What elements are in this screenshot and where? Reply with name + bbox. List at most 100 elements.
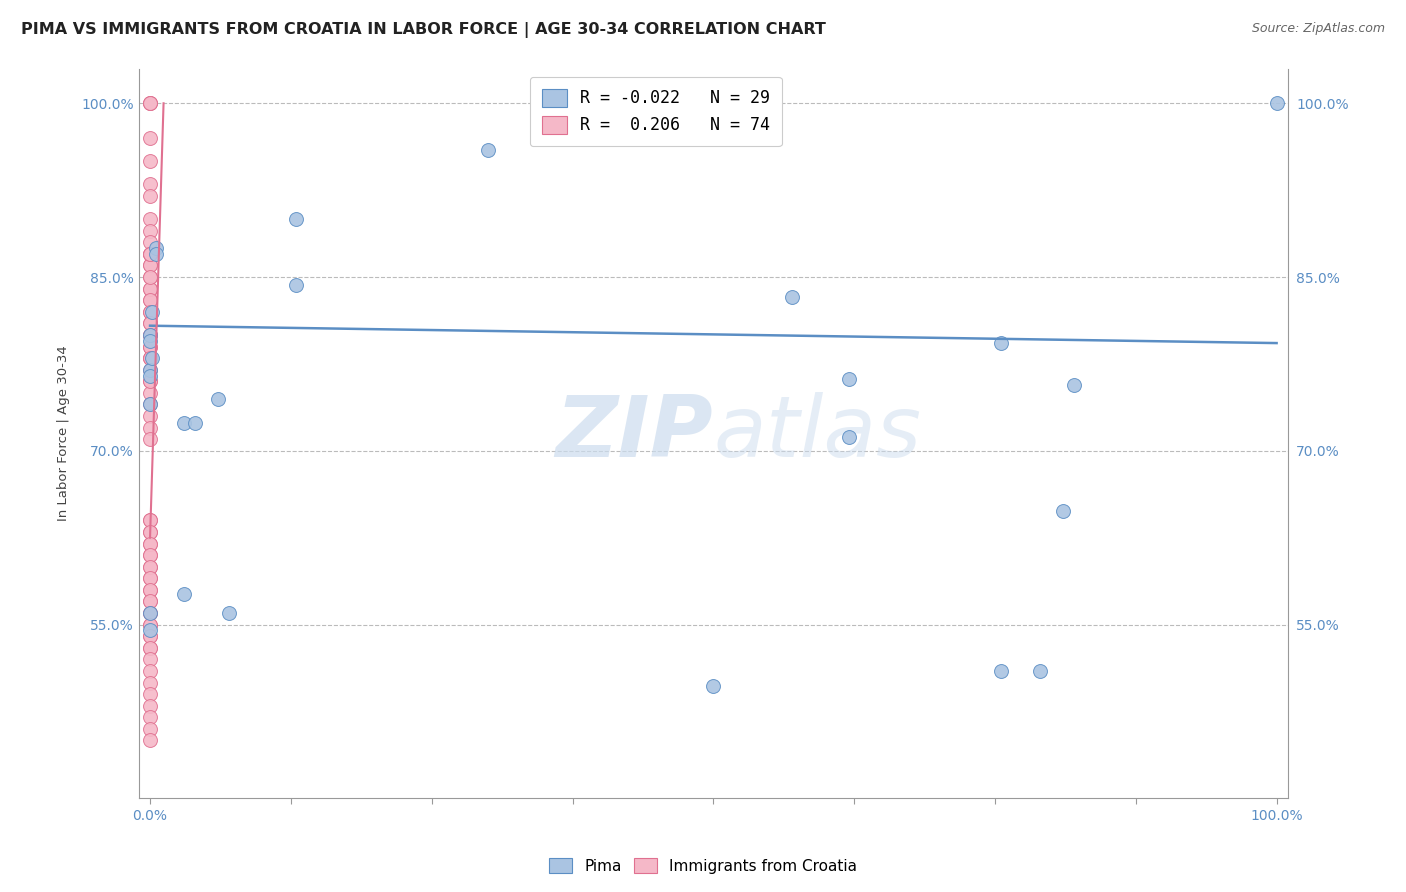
Point bbox=[1265, 96, 1288, 111]
Point bbox=[139, 259, 162, 273]
Point bbox=[139, 374, 162, 388]
Point bbox=[145, 241, 167, 255]
Point bbox=[173, 416, 195, 430]
Point bbox=[139, 536, 162, 550]
Point bbox=[139, 733, 162, 747]
Point bbox=[139, 606, 162, 620]
Point bbox=[139, 96, 162, 111]
Point bbox=[139, 559, 162, 574]
Point bbox=[477, 143, 499, 157]
Y-axis label: In Labor Force | Age 30-34: In Labor Force | Age 30-34 bbox=[58, 345, 70, 521]
Point bbox=[139, 420, 162, 434]
Point bbox=[1052, 504, 1074, 518]
Point bbox=[139, 629, 162, 643]
Point bbox=[139, 652, 162, 666]
Point bbox=[139, 640, 162, 655]
Point bbox=[139, 606, 162, 620]
Point bbox=[139, 212, 162, 227]
Point bbox=[139, 328, 162, 343]
Point bbox=[285, 278, 308, 293]
Point bbox=[139, 351, 162, 366]
Point bbox=[139, 317, 162, 331]
Point bbox=[139, 293, 162, 308]
Point bbox=[837, 372, 859, 386]
Point bbox=[139, 334, 162, 348]
Point bbox=[139, 594, 162, 608]
Text: Source: ZipAtlas.com: Source: ZipAtlas.com bbox=[1251, 22, 1385, 36]
Point bbox=[139, 282, 162, 296]
Point bbox=[139, 722, 162, 736]
Point bbox=[139, 594, 162, 608]
Point bbox=[145, 247, 167, 261]
Point bbox=[139, 524, 162, 539]
Point bbox=[139, 397, 162, 411]
Point bbox=[780, 290, 803, 304]
Point bbox=[139, 96, 162, 111]
Point bbox=[139, 664, 162, 678]
Point bbox=[139, 606, 162, 620]
Point bbox=[139, 397, 162, 411]
Point bbox=[139, 235, 162, 250]
Legend: R = -0.022   N = 29, R =  0.206   N = 74: R = -0.022 N = 29, R = 0.206 N = 74 bbox=[530, 77, 782, 146]
Legend: Pima, Immigrants from Croatia: Pima, Immigrants from Croatia bbox=[543, 852, 863, 880]
Point bbox=[141, 351, 163, 366]
Point bbox=[139, 675, 162, 690]
Text: atlas: atlas bbox=[713, 392, 921, 475]
Point bbox=[139, 154, 162, 169]
Point bbox=[139, 96, 162, 111]
Point bbox=[990, 336, 1012, 351]
Point bbox=[139, 131, 162, 145]
Point bbox=[139, 409, 162, 423]
Point bbox=[139, 571, 162, 585]
Point bbox=[139, 247, 162, 261]
Point bbox=[139, 368, 162, 383]
Point bbox=[139, 385, 162, 400]
Point bbox=[139, 224, 162, 238]
Point bbox=[139, 571, 162, 585]
Point bbox=[139, 270, 162, 285]
Point bbox=[184, 416, 207, 430]
Point bbox=[139, 247, 162, 261]
Point bbox=[837, 430, 859, 444]
Point bbox=[139, 340, 162, 354]
Point bbox=[139, 548, 162, 562]
Point bbox=[139, 687, 162, 701]
Point bbox=[139, 270, 162, 285]
Point bbox=[139, 189, 162, 203]
Text: ZIP: ZIP bbox=[555, 392, 713, 475]
Point bbox=[139, 362, 162, 376]
Point bbox=[139, 524, 162, 539]
Point bbox=[141, 305, 163, 319]
Point bbox=[139, 710, 162, 724]
Point bbox=[139, 617, 162, 632]
Point bbox=[139, 582, 162, 597]
Point bbox=[139, 362, 162, 376]
Point bbox=[139, 259, 162, 273]
Point bbox=[139, 178, 162, 192]
Point bbox=[139, 351, 162, 366]
Point bbox=[139, 513, 162, 527]
Point bbox=[139, 432, 162, 446]
Point bbox=[990, 664, 1012, 678]
Point bbox=[173, 587, 195, 601]
Point bbox=[139, 698, 162, 713]
Point bbox=[139, 559, 162, 574]
Point bbox=[139, 305, 162, 319]
Point bbox=[139, 247, 162, 261]
Point bbox=[139, 247, 162, 261]
Point bbox=[702, 679, 724, 693]
Point bbox=[139, 640, 162, 655]
Point bbox=[139, 328, 162, 343]
Point bbox=[285, 212, 308, 227]
Point bbox=[139, 617, 162, 632]
Point bbox=[139, 513, 162, 527]
Point bbox=[1029, 664, 1052, 678]
Text: PIMA VS IMMIGRANTS FROM CROATIA IN LABOR FORCE | AGE 30-34 CORRELATION CHART: PIMA VS IMMIGRANTS FROM CROATIA IN LABOR… bbox=[21, 22, 825, 38]
Point bbox=[207, 392, 229, 406]
Point bbox=[139, 293, 162, 308]
Point bbox=[1063, 377, 1085, 392]
Point bbox=[139, 328, 162, 343]
Point bbox=[139, 536, 162, 550]
Point bbox=[139, 351, 162, 366]
Point bbox=[139, 624, 162, 638]
